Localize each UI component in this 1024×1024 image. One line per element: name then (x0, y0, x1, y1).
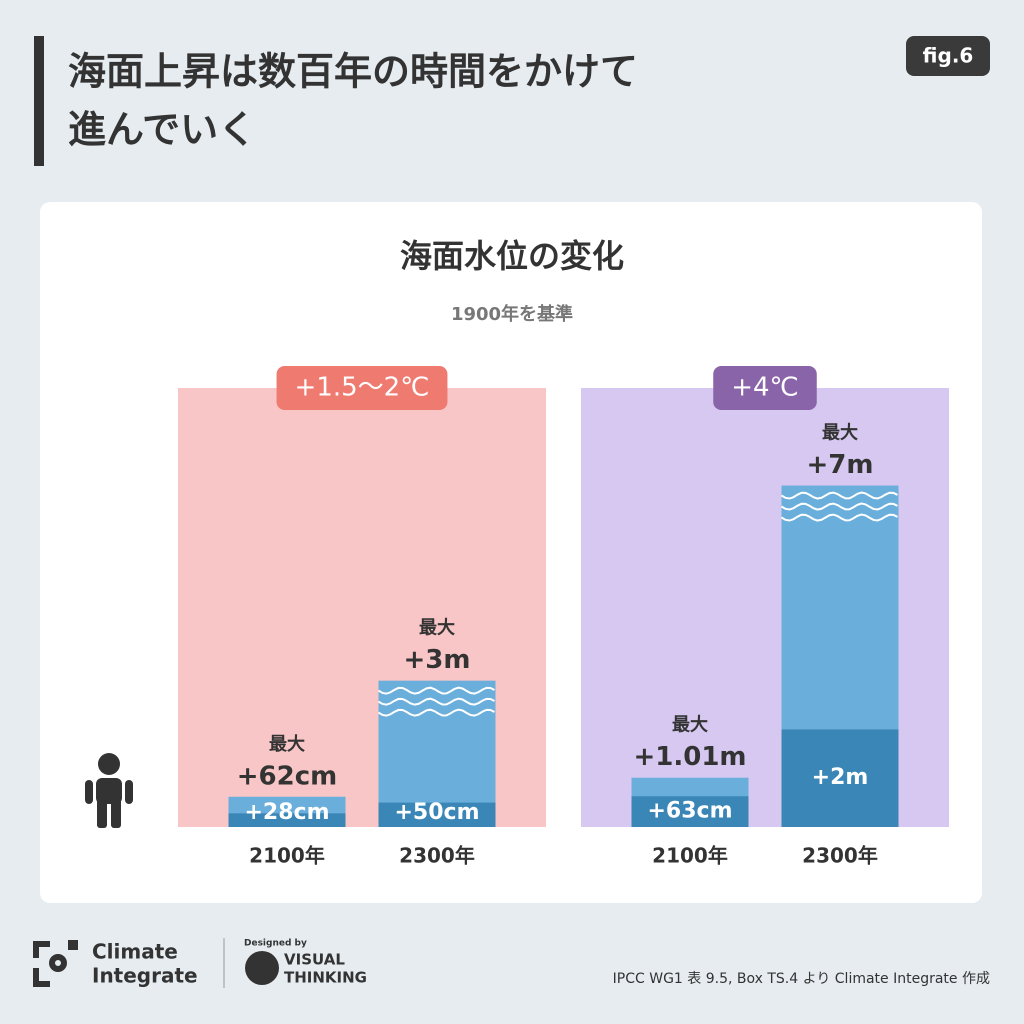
logo-text: Climate (92, 940, 178, 964)
logo-text: Integrate (92, 964, 198, 988)
logo-icon (33, 940, 78, 987)
value-label: +7m (807, 450, 874, 480)
series-name: 最大 (269, 733, 305, 755)
wave (378, 697, 495, 706)
bar-likely (781, 729, 899, 827)
wave (781, 513, 898, 522)
value-label: +28cm (244, 800, 329, 825)
value-label: +1.01m (633, 742, 746, 772)
value-label: +62cm (237, 761, 337, 791)
badge-text: fig.6 (923, 44, 974, 68)
person-icon (85, 753, 133, 828)
series-name: 最大 (672, 714, 708, 736)
x-tick-label: 2300年 (399, 844, 475, 868)
x-tick-label: 2300年 (802, 844, 878, 868)
page-title: 進んでいく (68, 108, 256, 152)
badge (906, 36, 990, 76)
charts: +1.5～2℃ 2100年 +28cm +62cm 最大 2300年 +50cm +3m 最大 +… (178, 366, 949, 868)
bar-likely (228, 813, 346, 827)
chart-title: 海面水位の変化 (400, 237, 624, 275)
title-bar (34, 36, 44, 166)
vt-text: THINKING (284, 969, 367, 987)
wave (781, 502, 898, 511)
bar-likely (631, 796, 749, 827)
wave (378, 686, 495, 695)
value-label: +63cm (647, 799, 732, 824)
vt-text: VISUAL (284, 951, 345, 969)
panel-label-bg (713, 366, 817, 410)
chart-subtitle: 1900年を基準 (451, 303, 573, 325)
wave (378, 708, 495, 717)
x-tick-label: 2100年 (652, 844, 728, 868)
designed-by: Designed by (244, 939, 307, 949)
vt-icon (245, 951, 279, 985)
value-label: +3m (404, 645, 471, 675)
panel-label: +1.5～2℃ (295, 373, 430, 403)
bar-likely (378, 802, 496, 827)
series-name: 最大 (822, 422, 858, 444)
value-label: +2m (812, 765, 869, 790)
wave (781, 491, 898, 500)
panel-label-bg (276, 366, 448, 410)
page-title: 海面上昇は数百年の時間をかけて (68, 50, 638, 94)
value-label: +50cm (394, 800, 479, 825)
panel-label: +4℃ (731, 373, 799, 403)
source: IPCC WG1 表 9.5, Box TS.4 より Climate Inte… (613, 971, 990, 987)
series-name: 最大 (419, 617, 455, 639)
x-tick-label: 2100年 (249, 844, 325, 868)
